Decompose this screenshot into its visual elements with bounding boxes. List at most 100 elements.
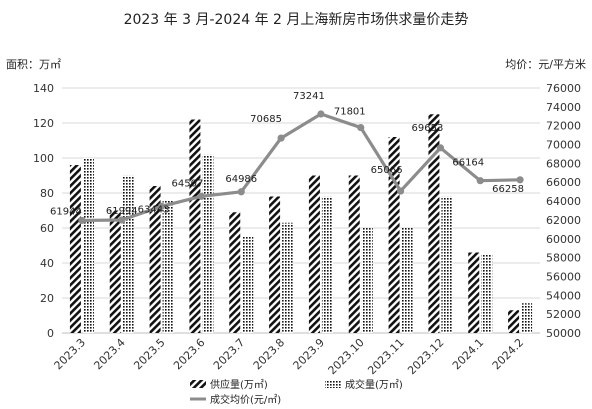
price-series-line [81,112,521,223]
right-tick-label: 60000 [546,233,581,246]
supply-bar [189,119,201,333]
right-tick-label: 70000 [546,139,581,152]
transaction-bar [242,236,254,333]
transaction-bar [321,196,333,333]
price-point [436,144,445,152]
transaction-bar [82,158,94,333]
right-tick-label: 68000 [546,157,581,170]
x-tick-label: 2023.5 [131,336,167,372]
right-tick-label: 64000 [546,195,581,208]
supply-bar [508,310,520,333]
x-tick-label: 2023.11 [365,336,406,377]
supply-bar [109,210,121,333]
right-tick-label: 56000 [546,270,581,283]
legend-label-transaction: 成交量(万㎡) [345,378,403,391]
transaction-bar [162,200,174,333]
x-tick-label: 2023.6 [171,336,207,372]
left-tick-label: 100 [33,152,54,165]
transaction-bar [122,175,134,333]
price-point [516,176,524,184]
supply-bar [308,175,320,333]
left-tick-label: 140 [33,82,54,95]
left-axis-ticks: 0 20 40 60 80 100 120 140 [33,82,54,340]
price-point [476,177,484,185]
transaction-bar [202,154,214,333]
transaction-bar [282,222,294,333]
transaction-bar [441,196,453,333]
supply-bar [149,186,161,333]
bars [69,114,533,333]
left-tick-label: 60 [40,222,54,235]
supply-bar [269,196,281,333]
price-data-label: 64507 [172,178,204,189]
supply-bar [388,137,400,333]
left-tick-label: 20 [40,292,54,305]
price-data-label: 66164 [452,158,484,169]
right-axis-unit: 均价：元/平方米 [505,57,586,71]
left-tick-label: 80 [40,187,54,200]
price-data-label: 71801 [334,107,366,118]
x-tick-label: 2023.8 [251,336,287,372]
price-point [277,134,285,142]
price-point [197,192,206,200]
price-data-label: 73241 [293,91,325,102]
price-point [157,202,166,210]
x-tick-label: 2023.7 [211,336,247,372]
price-data-label: 66258 [492,184,524,195]
price-data-label: 65066 [371,165,403,176]
chart-title: 2023 年 3 月-2024 年 2 月上海新房市场供求量价走势 [124,11,469,28]
x-tick-label: 2023.4 [91,336,127,372]
gridlines [62,87,540,334]
price-data-label: 61944 [50,206,82,217]
supply-bar [348,175,360,333]
price-line [78,110,524,225]
right-tick-label: 52000 [546,308,581,321]
x-tick-label: 2023.3 [52,336,88,372]
supply-bar [69,165,81,333]
supply-bar [428,114,440,333]
price-point [357,123,365,132]
left-tick-label: 0 [47,327,54,340]
price-data-label: 70685 [250,114,282,125]
price-point [118,216,126,224]
supply-bar [229,212,241,333]
price-point [396,187,405,195]
price-data-label: 69653 [412,123,444,134]
x-tick-label: 2024.2 [490,336,526,372]
x-tick-label: 2023.10 [326,336,367,377]
right-axis-ticks: 50000 52000 54000 56000 58000 60000 62000 64000… [546,82,581,340]
x-tick-label: 2023.12 [405,336,446,377]
left-tick-label: 40 [40,257,54,270]
legend: 供应量(万㎡) 成交量(万㎡) 成交均价(元/㎡) [190,378,403,406]
transaction-bar [481,254,493,333]
left-tick-label: 120 [33,117,54,130]
right-tick-label: 66000 [546,176,581,189]
legend-swatch-transaction [325,380,341,388]
right-tick-label: 76000 [546,82,581,95]
right-tick-label: 72000 [546,120,581,133]
x-tick-label: 2024.1 [450,336,486,372]
price-data-label: 61994 [106,206,138,217]
legend-swatch-supply [190,380,206,388]
legend-label-supply: 供应量(万㎡) [210,378,268,391]
price-data-label: 63443 [138,204,170,215]
transaction-bar [361,228,373,333]
x-tick-label: 2023.9 [291,336,327,372]
right-tick-label: 50000 [546,327,581,340]
price-point [237,188,245,196]
legend-label-price: 成交均价(元/㎡) [210,393,281,406]
supply-bar [468,252,480,333]
right-tick-label: 58000 [546,252,581,265]
price-data-labels: 61944 61994 63443 64507 64986 70685 73241 71801… [50,91,524,217]
left-axis-unit: 面积：万㎡ [6,58,61,71]
price-point [317,110,325,118]
price-data-label: 64986 [225,174,257,185]
transaction-bar [521,303,533,333]
transaction-bar [401,228,413,333]
price-point [78,216,86,225]
x-axis-ticks: 2023.3 2023.4 2023.5 2023.6 2023.7 2023.8 2023… [52,336,527,377]
right-tick-label: 54000 [546,289,581,302]
right-tick-label: 74000 [546,101,581,114]
right-tick-label: 62000 [546,214,581,227]
